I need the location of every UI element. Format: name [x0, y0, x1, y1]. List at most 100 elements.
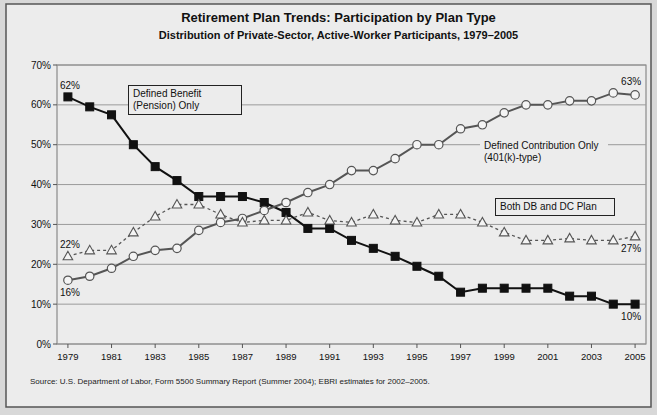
grid-line — [57, 344, 646, 345]
x-tick — [373, 344, 374, 348]
series-marker — [608, 235, 618, 244]
series-marker — [500, 109, 508, 117]
x-tick-label: 1981 — [101, 351, 122, 362]
y-tick-label: 50% — [31, 139, 51, 150]
series-marker — [478, 284, 486, 292]
series-marker — [85, 245, 95, 254]
series-marker — [609, 89, 617, 97]
series-marker — [565, 97, 573, 105]
series-marker — [456, 209, 466, 218]
x-tick — [111, 344, 112, 348]
grid-line — [57, 65, 646, 66]
y-tick — [53, 144, 57, 145]
series-marker — [216, 209, 226, 218]
series-marker — [282, 198, 290, 206]
series-marker — [303, 207, 313, 216]
series-marker — [435, 141, 443, 149]
x-tick — [155, 344, 156, 348]
series-marker — [369, 209, 379, 218]
y-tick-label: 0% — [37, 339, 52, 350]
x-tick-label: 1989 — [275, 351, 296, 362]
title: Retirement Plan Trends: Participation by… — [181, 10, 496, 25]
annotation: 10% — [621, 311, 641, 322]
page-bg — [0, 0, 657, 415]
x-tick — [286, 344, 287, 348]
plot-frame — [57, 65, 646, 344]
y-tick — [53, 264, 57, 265]
series-marker — [543, 235, 553, 244]
series-marker — [173, 177, 181, 185]
source: Source: U.S. Department of Labor, Form 5… — [30, 377, 430, 386]
series-marker — [217, 193, 225, 201]
series-marker — [129, 227, 139, 236]
chart-frame — [6, 4, 651, 407]
series-marker — [64, 93, 72, 101]
series-marker — [390, 215, 400, 224]
series-marker — [631, 91, 639, 99]
y-tick — [53, 65, 57, 66]
x-tick-label: 1985 — [188, 351, 209, 362]
series-marker — [260, 206, 268, 214]
series-marker — [238, 193, 246, 201]
grid-line — [57, 264, 646, 265]
series-marker — [521, 235, 531, 244]
series-marker — [63, 251, 73, 260]
series-marker — [129, 141, 137, 149]
series-marker — [413, 141, 421, 149]
x-tick-label: 1979 — [57, 351, 78, 362]
series-marker — [587, 235, 597, 244]
series-marker — [281, 215, 291, 224]
series-marker — [347, 166, 355, 174]
y-tick-label: 60% — [31, 99, 51, 110]
x-tick-label: 1997 — [450, 351, 471, 362]
series-marker — [435, 272, 443, 280]
series-marker — [565, 233, 575, 242]
y-tick-label: 70% — [31, 60, 51, 71]
annotation: 62% — [60, 80, 80, 91]
annotation: 27% — [621, 243, 641, 254]
series-marker — [64, 276, 72, 284]
y-tick-label: 40% — [31, 179, 51, 190]
x-tick-label: 1995 — [406, 351, 427, 362]
series-marker — [631, 300, 639, 308]
x-tick-label: 1993 — [363, 351, 384, 362]
series-marker — [609, 300, 617, 308]
series-marker — [216, 218, 224, 226]
series-line — [68, 93, 635, 280]
y-tick — [53, 344, 57, 345]
plot-area — [63, 89, 640, 308]
grid-line — [57, 304, 646, 305]
series-marker — [107, 264, 115, 272]
series-marker — [194, 200, 204, 209]
x-tick — [416, 344, 417, 348]
series-marker — [86, 103, 94, 111]
series-marker — [172, 200, 182, 209]
series-marker — [259, 215, 269, 224]
series-marker — [195, 226, 203, 234]
x-tick-label: 2003 — [581, 351, 602, 362]
series-marker — [151, 246, 159, 254]
series-label: Defined Contribution Only (401(k)-type) — [480, 138, 608, 166]
series-marker — [500, 284, 508, 292]
series-marker — [434, 209, 444, 218]
y-tick-label: 20% — [31, 259, 51, 270]
x-tick-label: 2005 — [625, 351, 646, 362]
series-marker — [129, 252, 137, 260]
series-marker — [108, 111, 116, 119]
x-tick — [329, 344, 330, 348]
x-tick-label: 1999 — [494, 351, 515, 362]
chart-wrap: Retirement Plan Trends: Participation by… — [0, 0, 657, 415]
series-marker — [391, 252, 399, 260]
series-marker — [457, 288, 465, 296]
y-tick-label: 10% — [31, 299, 51, 310]
series-label: Defined Benefit (Pension) Only — [128, 85, 242, 115]
x-tick — [547, 344, 548, 348]
x-tick — [460, 344, 461, 348]
subtitle: Distribution of Private-Sector, Active-W… — [159, 29, 518, 41]
series-marker — [260, 199, 268, 207]
grid-line — [57, 184, 646, 185]
series-marker — [499, 227, 509, 236]
series-marker — [456, 125, 464, 133]
series-marker — [304, 224, 312, 232]
series-marker — [391, 154, 399, 162]
